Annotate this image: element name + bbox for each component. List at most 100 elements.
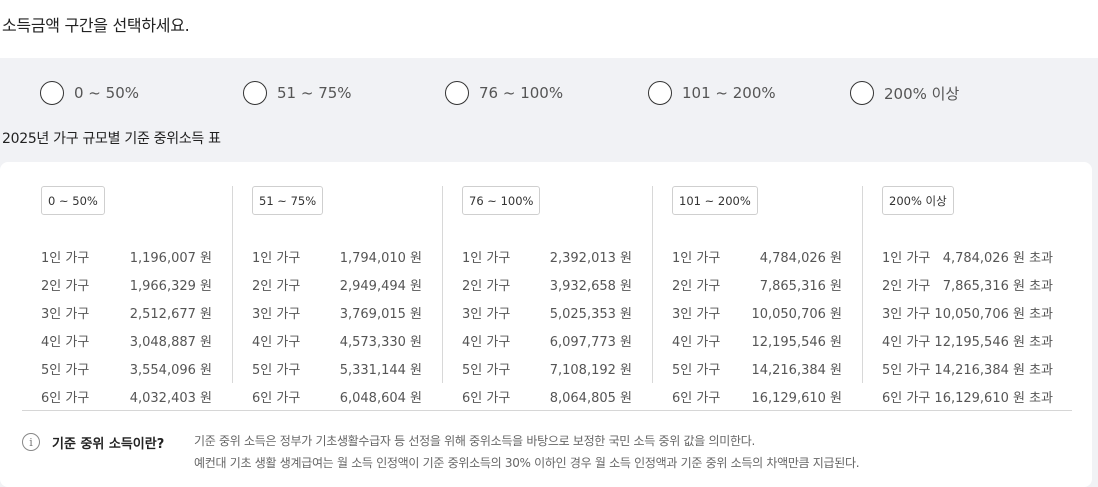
table-row: 1인 가구 4,784,026 원 초과 [882,247,1053,266]
radio-option-76-100[interactable]: 76 ~ 100% [445,80,563,106]
household-label: 4인 가구 [882,335,931,350]
household-label: 6인 가구 [882,391,931,406]
income-column-101-200: 101 ~ 200% 1인 가구 4,784,026 원 2인 가구 7,865,3… [672,186,842,406]
table-row: 5인 가구 3,554,096 원 [41,359,212,378]
table-row: 1인 가구 2,392,013 원 [462,247,632,266]
amount-value: 7,865,316 원 초과 [942,279,1053,294]
household-label: 2인 가구 [672,279,721,294]
household-label: 5인 가구 [672,363,721,378]
household-label: 2인 가구 [462,279,511,294]
table-row: 1인 가구 4,784,026 원 [672,247,842,266]
household-label: 3인 가구 [672,307,721,322]
amount-value: 2,392,013 원 [549,251,632,266]
income-column-0-50: 0 ~ 50% 1인 가구 1,196,007 원 2인 가구 1,966,329 … [41,186,212,406]
table-row: 2인 가구 2,949,494 원 [252,275,422,294]
divider [22,410,1072,411]
table-row: 2인 가구 7,865,316 원 초과 [882,275,1053,294]
table-row: 3인 가구 2,512,677 원 [41,303,212,322]
amount-value: 8,064,805 원 [549,391,632,406]
info-description-line: 예컨대 기초 생활 생계급여는 월 소득 인정액이 기준 중위소득의 30% 이… [194,456,860,470]
amount-value: 12,195,546 원 초과 [934,335,1053,350]
table-row: 3인 가구 3,769,015 원 [252,303,422,322]
household-label: 5인 가구 [462,363,511,378]
amount-value: 5,025,353 원 [549,307,632,322]
table-row: 4인 가구 12,195,546 원 초과 [882,331,1053,350]
median-income-card: 0 ~ 50% 1인 가구 1,196,007 원 2인 가구 1,966,329 … [0,162,1092,487]
table-row: 3인 가구 10,050,706 원 초과 [882,303,1053,322]
column-header-chip: 101 ~ 200% [672,186,758,215]
column-divider [442,186,443,383]
table-row: 5인 가구 14,216,384 원 초과 [882,359,1053,378]
column-header-chip: 0 ~ 50% [41,186,105,215]
table-row: 2인 가구 3,932,658 원 [462,275,632,294]
radio-circle-icon[interactable] [648,81,672,105]
radio-circle-icon[interactable] [243,81,267,105]
radio-circle-icon[interactable] [445,81,469,105]
household-label: 4인 가구 [462,335,511,350]
household-label: 3인 가구 [252,307,301,322]
table-row: 5인 가구 14,216,384 원 [672,359,842,378]
radio-option-0-50[interactable]: 0 ~ 50% [40,80,139,106]
amount-value: 2,512,677 원 [129,307,212,322]
income-column-200-plus: 200% 이상 1인 가구 4,784,026 원 초과 2인 가구 7,865,3… [882,186,1053,406]
amount-value: 4,573,330 원 [339,335,422,350]
amount-value: 1,966,329 원 [129,279,212,294]
amount-value: 14,216,384 원 초과 [934,363,1053,378]
household-label: 4인 가구 [41,335,90,350]
radio-option-101-200[interactable]: 101 ~ 200% [648,80,776,106]
table-row: 4인 가구 3,048,887 원 [41,331,212,350]
table-row: 5인 가구 7,108,192 원 [462,359,632,378]
table-row: 1인 가구 1,196,007 원 [41,247,212,266]
table-row: 3인 가구 5,025,353 원 [462,303,632,322]
amount-value: 16,129,610 원 [751,391,842,406]
amount-value: 3,048,887 원 [129,335,212,350]
household-label: 3인 가구 [41,307,90,322]
income-column-51-75: 51 ~ 75% 1인 가구 1,794,010 원 2인 가구 2,949,494… [252,186,422,406]
amount-value: 7,108,192 원 [549,363,632,378]
amount-value: 3,932,658 원 [549,279,632,294]
household-label: 5인 가구 [252,363,301,378]
column-divider [862,186,863,383]
amount-value: 5,331,144 원 [339,363,422,378]
household-label: 4인 가구 [252,335,301,350]
amount-value: 3,769,015 원 [339,307,422,322]
info-icon: i [22,433,40,451]
table-row: 4인 가구 6,097,773 원 [462,331,632,350]
household-label: 1인 가구 [882,251,931,266]
radio-label: 0 ~ 50% [74,84,139,102]
column-divider [232,186,233,383]
table-row: 6인 가구 8,064,805 원 [462,387,632,406]
table-title: 2025년 가구 규모별 기준 중위소득 표 [2,131,221,147]
amount-value: 14,216,384 원 [751,363,842,378]
household-label: 1인 가구 [252,251,301,266]
table-row: 3인 가구 10,050,706 원 [672,303,842,322]
radio-option-51-75[interactable]: 51 ~ 75% [243,80,352,106]
table-row: 6인 가구 4,032,403 원 [41,387,212,406]
household-label: 2인 가구 [882,279,931,294]
income-column-76-100: 76 ~ 100% 1인 가구 2,392,013 원 2인 가구 3,932,65… [462,186,632,406]
table-row: 4인 가구 12,195,546 원 [672,331,842,350]
amount-value: 7,865,316 원 [759,279,842,294]
column-divider [652,186,653,383]
household-label: 6인 가구 [41,391,90,406]
amount-value: 10,050,706 원 초과 [934,307,1053,322]
table-row: 6인 가구 16,129,610 원 [672,387,842,406]
amount-value: 1,196,007 원 [129,251,212,266]
household-label: 5인 가구 [41,363,90,378]
radio-label: 101 ~ 200% [682,84,776,102]
radio-circle-icon[interactable] [40,81,64,105]
amount-value: 1,794,010 원 [339,251,422,266]
table-row: 6인 가구 16,129,610 원 초과 [882,387,1053,406]
amount-value: 2,949,494 원 [339,279,422,294]
amount-value: 16,129,610 원 초과 [934,391,1053,406]
table-row: 6인 가구 6,048,604 원 [252,387,422,406]
info-title: 기준 중위 소득이란? [52,437,165,452]
radio-circle-icon[interactable] [850,81,874,105]
household-label: 1인 가구 [41,251,90,266]
radio-option-200-plus[interactable]: 200% 이상 [850,80,959,106]
table-row: 5인 가구 5,331,144 원 [252,359,422,378]
radio-label: 76 ~ 100% [479,84,564,102]
household-label: 6인 가구 [462,391,511,406]
amount-value: 3,554,096 원 [129,363,212,378]
amount-value: 4,784,026 원 [759,251,842,266]
